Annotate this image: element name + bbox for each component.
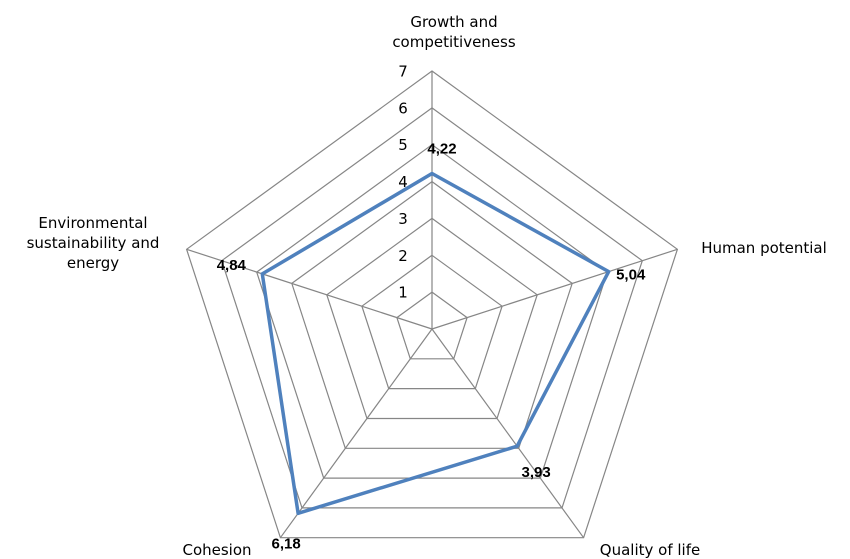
radial-tick-label: 5 [398, 136, 408, 154]
spoke-2 [431, 328, 585, 539]
data-label: 4,84 [217, 257, 247, 274]
grid-ring-3 [326, 217, 538, 420]
spoke-4 [186, 248, 433, 330]
data-label: 5,04 [616, 267, 646, 284]
radial-tick-label: 2 [398, 247, 408, 265]
spoke-1 [431, 248, 678, 330]
grid-ring-1 [396, 291, 468, 360]
category-label: Cohesion [182, 541, 251, 559]
grid-ring-2 [361, 254, 503, 390]
category-label: Quality of life [600, 541, 700, 559]
radial-tick-labels: 1 2 3 4 5 6 7 [398, 63, 408, 302]
grid-ring-7 [185, 70, 679, 539]
category-label: Human potential [701, 239, 827, 257]
radial-tick-label: 3 [398, 210, 408, 228]
category-label: Environmental sustainability and energy [27, 214, 160, 272]
series-line [260, 171, 611, 516]
category-labels: Growth and competitiveness Human potential… [27, 13, 827, 559]
grid-ring-6 [220, 107, 644, 509]
radial-tick-label: 1 [398, 284, 408, 302]
radial-tick-label: 4 [398, 173, 408, 191]
radial-tick-label: 6 [398, 99, 408, 117]
grid-ring-5 [255, 143, 609, 479]
category-label: Growth and competitiveness [392, 13, 516, 51]
data-label: 3,93 [521, 464, 550, 481]
grid-ring-4 [291, 180, 573, 449]
radial-tick-label: 7 [398, 63, 408, 81]
series-layer [260, 171, 611, 516]
data-label: 6,18 [271, 535, 300, 552]
spoke-3 [279, 328, 433, 539]
data-label: 4,22 [427, 141, 456, 158]
data-labels: 4,22 5,04 3,93 6,18 4,84 [217, 141, 646, 553]
grid-layer [185, 70, 679, 539]
